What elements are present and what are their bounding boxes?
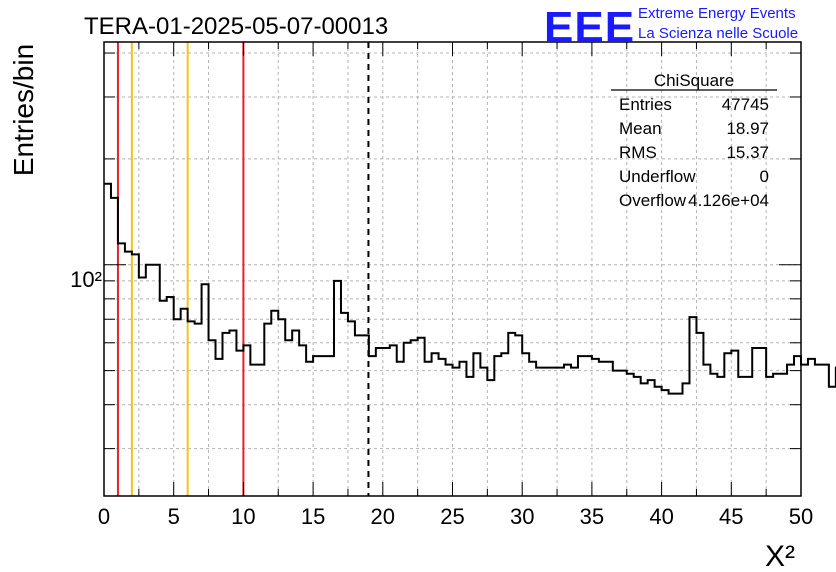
stats-value: 18.97 (726, 119, 769, 138)
stats-value: 15.37 (726, 143, 769, 162)
reference-lines (116, 42, 370, 496)
x-tick-label: 30 (510, 504, 534, 529)
x-tick-label: 40 (649, 504, 673, 529)
eee-logo: EEE Extreme Energy Events La Scienza nel… (544, 3, 798, 52)
stats-value: 0 (760, 167, 769, 186)
x-tick-label: 20 (371, 504, 395, 529)
stats-value: 4.126e+04 (688, 191, 769, 210)
axis-ticks (103, 42, 802, 496)
eee-logo-line2: La Scienza nelle Scuole (638, 25, 798, 42)
stats-label: Underflow (619, 167, 696, 186)
x-tick-label: 0 (98, 504, 110, 529)
x-tick-labels: 0 5 10 15 20 25 30 35 40 45 50 (98, 504, 813, 529)
grid (104, 42, 801, 496)
eee-logo-mark: EEE (544, 3, 635, 52)
y-axis-label: Entries/bin (8, 44, 39, 176)
stats-label: Mean (619, 119, 662, 138)
x-tick-label: 10 (231, 504, 255, 529)
x-tick-label: 35 (580, 504, 604, 529)
stats-label: RMS (619, 143, 657, 162)
x-tick-label: 50 (789, 504, 813, 529)
y-tick-label: 10² (70, 267, 102, 292)
stats-box: ChiSquare Entries 47745 Mean 18.97 RMS 1… (611, 71, 777, 210)
x-tick-label: 45 (719, 504, 743, 529)
chart-title: TERA-01-2025-05-07-00013 (84, 13, 388, 40)
stats-value: 47745 (722, 95, 769, 114)
stats-title: ChiSquare (654, 71, 734, 90)
x-tick-label: 25 (440, 504, 464, 529)
x-tick-label: 15 (301, 504, 325, 529)
eee-logo-line1: Extreme Energy Events (638, 5, 796, 22)
histogram-line (104, 182, 836, 395)
x-tick-label: 5 (168, 504, 180, 529)
stats-label: Overflow (619, 191, 687, 210)
stats-label: Entries (619, 95, 672, 114)
x-axis-label: X² (765, 540, 795, 572)
